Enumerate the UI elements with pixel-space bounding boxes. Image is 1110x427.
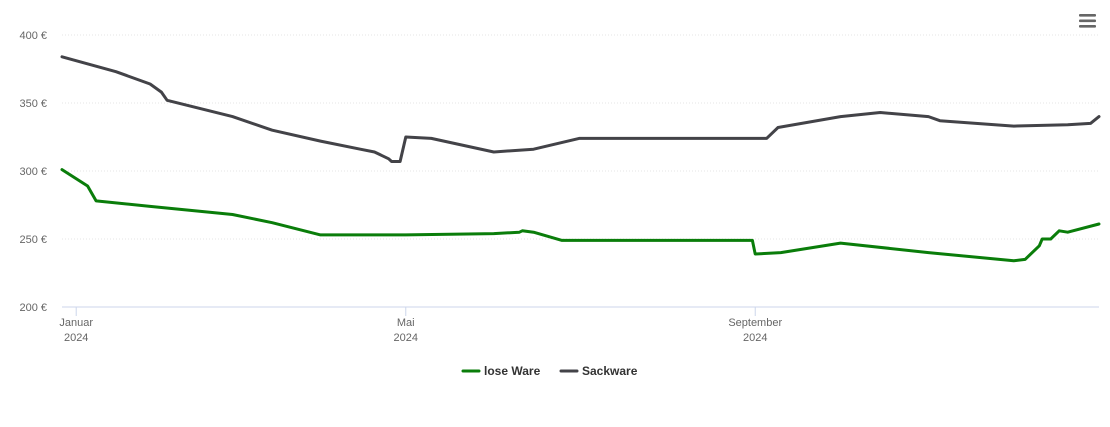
x-tick-month-label: September — [728, 317, 782, 329]
legend-item-lose-ware[interactable]: lose Ware — [461, 364, 541, 378]
y-tick-label: 300 € — [19, 166, 47, 178]
menu-icon[interactable] — [1075, 10, 1101, 32]
y-tick-label: 350 € — [19, 98, 47, 110]
y-axis: 200 € 250 € 300 € 350 € 400 € — [19, 30, 47, 314]
legend-label: Sackware — [582, 364, 638, 378]
x-axis: Januar 2024 Mai 2024 September 2024 — [59, 306, 1099, 344]
series-line-sackware[interactable] — [60, 55, 1101, 163]
y-tick-label: 200 € — [19, 302, 47, 314]
legend: lose Ware Sackware — [461, 364, 638, 378]
x-tick-year-label: 2024 — [743, 332, 767, 344]
legend-label: lose Ware — [484, 364, 541, 378]
x-tick-month-label: Januar — [59, 317, 93, 329]
y-tick-label: 400 € — [19, 30, 47, 42]
legend-item-sackware[interactable]: Sackware — [559, 364, 638, 378]
series-line-lose-ware[interactable] — [60, 168, 1101, 263]
x-tick-year-label: 2024 — [394, 332, 418, 344]
gridlines — [62, 34, 1099, 240]
series-group — [60, 55, 1101, 263]
x-tick-month-label: Mai — [397, 317, 415, 329]
x-tick-year-label: 2024 — [64, 332, 88, 344]
y-tick-label: 250 € — [19, 234, 47, 246]
